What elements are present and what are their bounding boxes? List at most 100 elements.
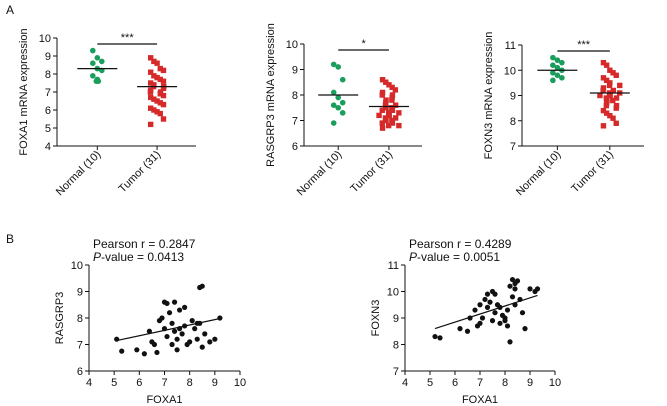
tumor-point — [389, 97, 395, 103]
scatter-point — [479, 315, 486, 321]
scatter-point — [194, 336, 200, 342]
tumor-point — [147, 105, 154, 111]
normal-point — [330, 120, 337, 126]
normal-point — [330, 102, 337, 108]
tumor-point — [151, 73, 157, 79]
tumor-point — [613, 105, 619, 111]
tumor-point — [147, 121, 154, 128]
scatter-point — [489, 318, 496, 324]
tumor-point — [376, 112, 382, 119]
tumor-point — [386, 82, 392, 88]
normal-point — [550, 62, 556, 68]
y-tick-label: 8 — [292, 90, 298, 102]
x-tick-label: 6 — [136, 377, 142, 389]
panel-label-b: B — [6, 232, 14, 246]
tumor-point — [392, 87, 399, 93]
tumor-point — [147, 94, 154, 101]
scatter-point — [164, 300, 170, 307]
scatter-point — [199, 344, 205, 350]
tumor-point — [613, 72, 619, 78]
tumor-point — [383, 79, 389, 85]
scatter-point — [512, 280, 518, 287]
normal-point — [330, 61, 337, 68]
y-tick-label: 7 — [292, 116, 298, 128]
normal-point — [335, 64, 342, 70]
dot-plot-1: 4 5 6 7 8 9 10 FOXA1 mRNA expression Normal (10)… — [18, 28, 196, 198]
scatter-point — [504, 307, 511, 313]
normal-point — [90, 47, 96, 54]
charts-group: 4 5 6 7 8 9 10 FOXA1 mRNA expression Normal (10)… — [18, 23, 644, 406]
significance-label: * — [361, 38, 366, 50]
scatter-point — [507, 339, 513, 345]
regression-line — [116, 317, 223, 342]
tumor-point — [603, 102, 610, 109]
y-tick-label: 8 — [510, 116, 516, 128]
scatter-point — [457, 326, 463, 332]
scatter-point — [189, 318, 195, 324]
scatter-point — [492, 310, 498, 316]
tumor-point — [160, 101, 167, 108]
tumor-point — [603, 62, 610, 68]
tumor-point — [154, 60, 160, 66]
y-tick-label: 8 — [393, 340, 399, 352]
tumor-point — [617, 82, 623, 89]
x-tick-label: 5 — [427, 377, 433, 389]
normal-point — [93, 78, 100, 84]
normal-point — [330, 89, 337, 96]
normal-point — [559, 59, 565, 66]
tumor-point — [613, 95, 620, 101]
panel-label-a: A — [6, 3, 14, 17]
scatter-point — [174, 347, 180, 353]
tumor-point — [154, 74, 160, 81]
y-tick-label: 11 — [388, 260, 399, 272]
tumor-point — [147, 69, 154, 75]
y-tick-label: 10 — [504, 65, 516, 77]
scatter-point — [502, 318, 508, 324]
scatter-point — [179, 331, 185, 337]
y-tick-label: 8 — [77, 313, 83, 325]
scatter-point — [114, 336, 120, 342]
scatter-point — [504, 323, 511, 329]
tumor-point — [600, 107, 607, 114]
y-tick-label: 5 — [45, 123, 51, 135]
scatter-point — [212, 336, 218, 342]
tumor-point — [383, 105, 389, 111]
normal-point — [550, 77, 556, 84]
y-tick-label: 10 — [71, 260, 83, 272]
scatter-point — [497, 320, 503, 326]
tumor-point — [600, 87, 606, 94]
tumor-point — [154, 109, 160, 115]
scatter-point — [134, 347, 140, 353]
tumor-point — [157, 91, 163, 97]
tumor-point — [606, 82, 613, 89]
p-italic: P — [93, 250, 101, 264]
x-axis-label: FOXA1 — [462, 394, 498, 406]
scatter-point — [509, 276, 516, 283]
tumor-point — [160, 67, 167, 74]
scatter-point — [151, 341, 158, 348]
p-value-text: -value = 0.0413 — [101, 250, 184, 264]
scatter-point — [177, 307, 183, 313]
dot-plot-2: 6 7 8 9 10 RASGRP3 mRNA expression Normal (10)… — [265, 23, 422, 198]
significance-label: *** — [577, 39, 591, 51]
y-axis-label: FOXN3 mRNA expression — [483, 32, 495, 160]
correlation-plot-1: 6 7 8 9 10 4 5 6 7 8 9 10 FOXA1 RASGRP3 Pearson r = 0.… — [54, 237, 246, 406]
normal-point — [559, 75, 565, 81]
scatter-point — [119, 348, 125, 354]
x-tick-label: 4 — [86, 377, 92, 389]
y-tick-label: 7 — [77, 340, 83, 352]
x-tick-label: 8 — [502, 377, 508, 389]
dot-plot-3: 7 8 9 10 11 FOXN3 mRNA expression Normal (10) T… — [483, 32, 644, 198]
tumor-point — [392, 102, 399, 108]
tumor-point — [389, 107, 396, 113]
x-category-label: Tumor (31) — [348, 149, 395, 196]
x-category-label: Tumor (31) — [117, 149, 164, 196]
tumor-point — [379, 107, 385, 113]
tumor-point — [396, 110, 402, 116]
tumor-point — [157, 76, 163, 83]
tumor-point — [151, 107, 157, 113]
significance-label: *** — [121, 32, 135, 44]
tumor-point — [603, 110, 610, 116]
scatter-point — [484, 291, 491, 297]
